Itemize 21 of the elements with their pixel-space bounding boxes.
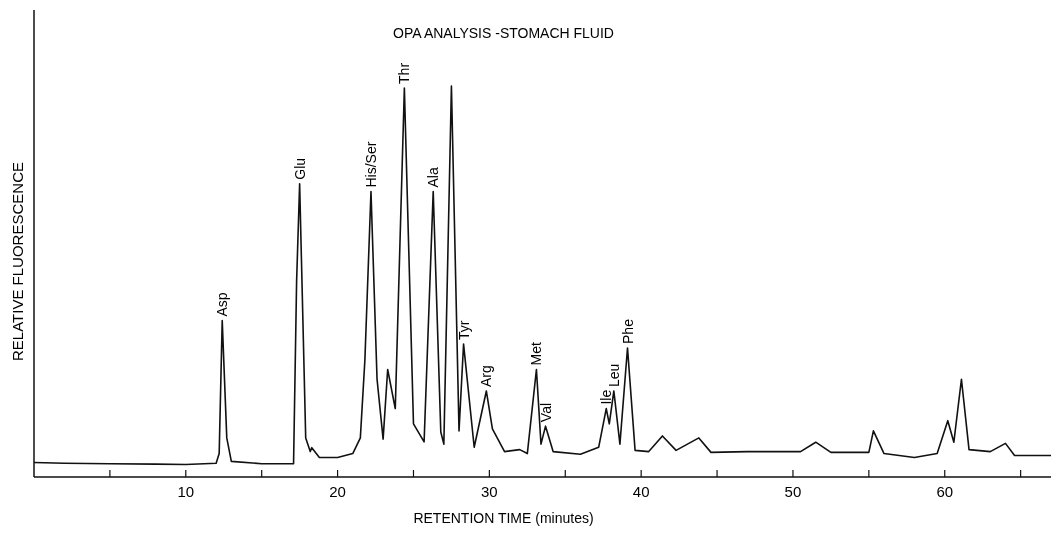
annotation: Thr bbox=[396, 62, 413, 84]
annotation: Val bbox=[537, 402, 554, 423]
annotation: Ala bbox=[425, 167, 442, 188]
x-tick-label: 40 bbox=[632, 483, 650, 500]
annotation: Glu bbox=[291, 157, 308, 180]
annotation: Leu bbox=[605, 363, 622, 387]
annotation: Tyr bbox=[455, 320, 472, 341]
annotation: Met bbox=[528, 342, 545, 366]
x-tick-label: 20 bbox=[329, 483, 346, 500]
x-tick-label: 50 bbox=[784, 483, 802, 500]
annotation: Arg bbox=[478, 365, 495, 387]
x-tick-label: 30 bbox=[481, 483, 498, 500]
y-axis-title: RELATIVE FLUORESCENCE bbox=[9, 162, 26, 361]
annotation: His/Ser bbox=[362, 141, 379, 188]
annotation: Ile bbox=[598, 389, 615, 405]
x-tick-label: 60 bbox=[936, 483, 954, 500]
annotation: Phe bbox=[619, 318, 636, 344]
annotation: Asp bbox=[214, 292, 231, 317]
chart-title: OPA ANALYSIS -STOMACH FLUID bbox=[393, 25, 614, 41]
x-axis-title: RETENTION TIME (minutes) bbox=[413, 510, 594, 526]
x-tick-label: 10 bbox=[177, 483, 195, 500]
